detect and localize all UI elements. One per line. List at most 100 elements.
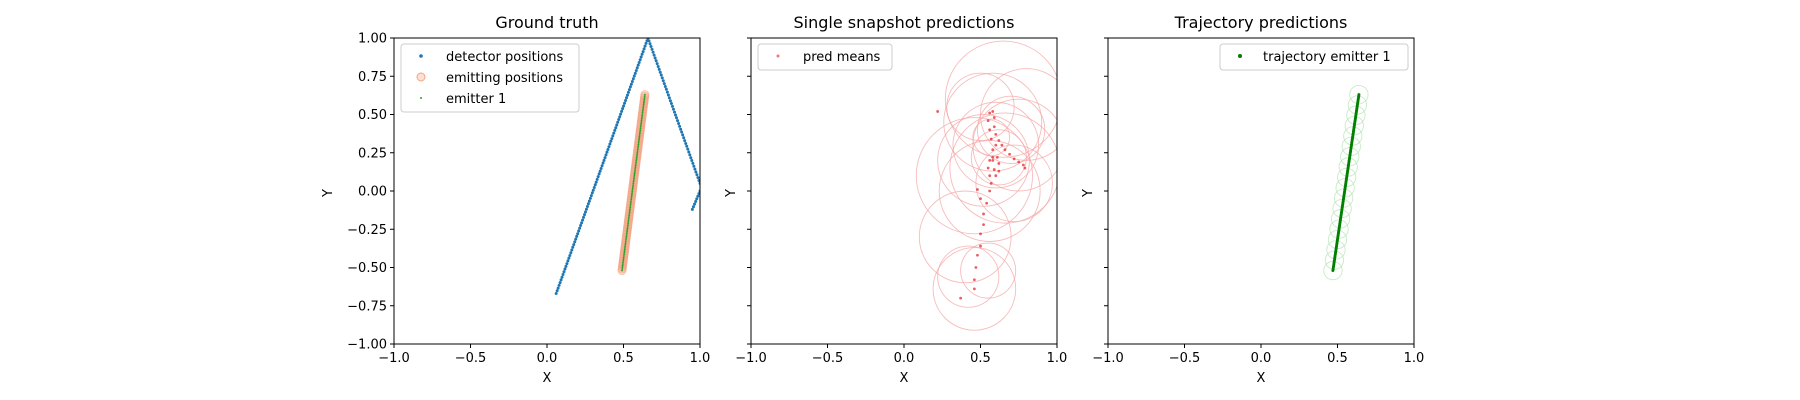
data-point [630,198,633,201]
y-tick-label: 0.25 [358,146,387,161]
data-point [631,188,634,191]
data-point [986,166,990,170]
x-tick-label: −1.0 [1092,351,1124,366]
uncertainty-circle [980,68,1057,161]
panel-1-plot-area [554,38,700,296]
data-point [627,218,630,220]
data-point [607,145,611,149]
data-point [631,187,634,190]
data-point [627,88,631,92]
data-point [557,283,561,287]
data-point [985,201,989,205]
uncertainty-circle [1323,260,1343,281]
uncertainty-circle [972,98,1057,192]
data-point [621,107,625,111]
data-point [561,272,565,276]
x-tick-label: 0.0 [894,351,915,366]
data-point [624,247,626,249]
data-point [636,151,639,154]
data-point [632,182,635,185]
data-point [630,195,633,198]
data-point [628,213,631,215]
uncertainty-circle [946,72,1015,141]
data-point [626,226,629,228]
data-point [558,281,562,285]
y-tick-label: 0.00 [358,185,387,200]
data-point [690,207,694,211]
data-point [572,243,576,247]
data-point [676,119,680,123]
data-point [618,115,622,119]
data-point [621,263,624,266]
panel-3-title: Trajectory predictions [1174,13,1348,32]
data-point [691,205,695,209]
data-point [574,237,578,241]
data-point [605,150,609,154]
data-point [555,289,559,293]
data-point [637,145,640,148]
data-point [611,134,615,138]
data-point [621,264,624,267]
panel-3-legend: trajectory emitter 1 [1219,43,1409,71]
data-point [579,224,583,228]
uncertainty-circle [976,95,1046,164]
data-point [997,169,1001,173]
panel-trajectory: Trajectory predictions X Y −1.0 −0.5 0.0 0.… [1081,13,1424,386]
uncertainty-circle [960,242,1017,299]
x-tick-label: −0.5 [812,351,844,366]
data-point [631,192,633,194]
data-point [694,199,698,203]
data-point [642,105,645,107]
data-point [569,251,573,255]
data-point [979,232,982,236]
data-point [959,296,963,300]
data-point [633,177,635,180]
data-point [568,253,572,257]
x-tick-label: 1.0 [690,351,711,366]
data-point [630,193,633,196]
data-point [636,63,640,67]
data-point [643,96,646,99]
data-point [583,210,587,214]
data-point [622,261,624,264]
data-point [972,287,976,291]
data-point [637,143,640,146]
data-point [612,131,616,135]
data-point [642,101,645,104]
data-point [565,262,569,266]
data-point [622,255,625,257]
data-point [635,161,637,164]
data-point [647,39,651,43]
data-point [624,243,627,246]
data-point [638,135,641,138]
data-point [636,150,639,153]
data-point [626,230,628,233]
data-point [988,128,992,132]
uncertainty-circle [1349,84,1369,105]
data-point [641,114,644,117]
data-point [650,47,654,51]
legend-marker-detector [419,54,423,58]
data-point [626,229,629,232]
data-point [677,122,681,125]
data-point [629,208,631,211]
uncertainty-circle [972,118,1011,157]
data-point [554,292,558,296]
data-point [992,168,996,171]
data-point [638,137,641,140]
panel-2-frame [750,37,1058,345]
data-point [580,221,584,225]
data-point [986,119,990,123]
data-point [625,234,628,236]
data-point [989,181,993,185]
data-point [604,153,608,157]
x-tick-label: −0.5 [455,351,487,366]
uncertainty-circle [970,129,1027,186]
y-tick-label: −0.75 [347,299,387,314]
data-point [662,82,666,86]
uncertainty-circle [943,72,1043,172]
data-point [624,240,627,243]
data-point [632,179,635,182]
panel-1-ylabel: Y [321,189,336,198]
